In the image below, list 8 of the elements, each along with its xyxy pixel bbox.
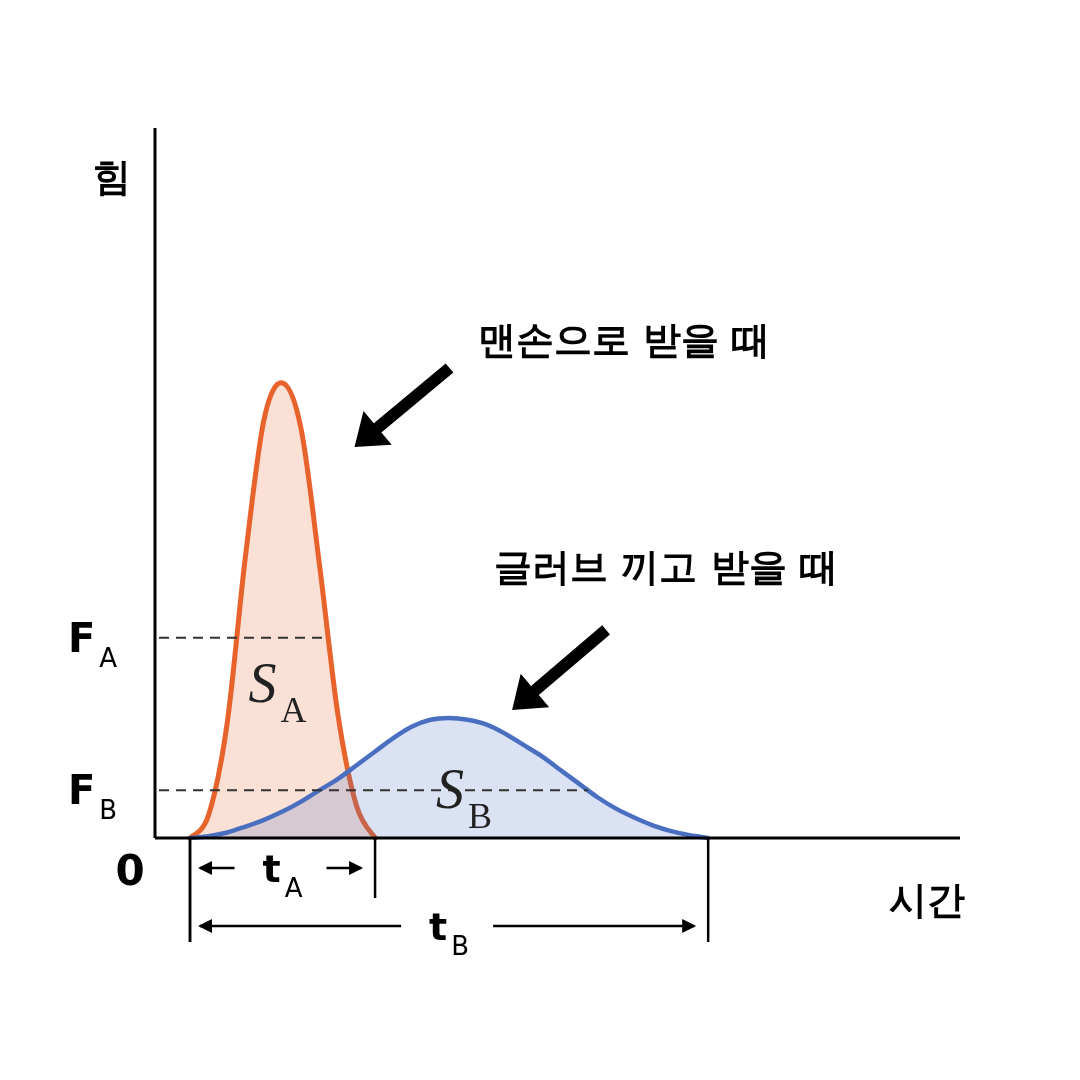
text: 0 [115, 846, 145, 895]
ref-line-label: F$_{B}$ [68, 767, 118, 826]
text: 맨손으로 받을 때 [477, 318, 770, 362]
annotation: 글러브 끼고 받을 때 [494, 544, 838, 589]
ref-line-label: F$_{A}$ [68, 614, 118, 673]
x-axis-title: 시간 [889, 878, 965, 922]
text: 힘 [93, 155, 131, 199]
annotation: S$_{B}$ [436, 757, 493, 836]
